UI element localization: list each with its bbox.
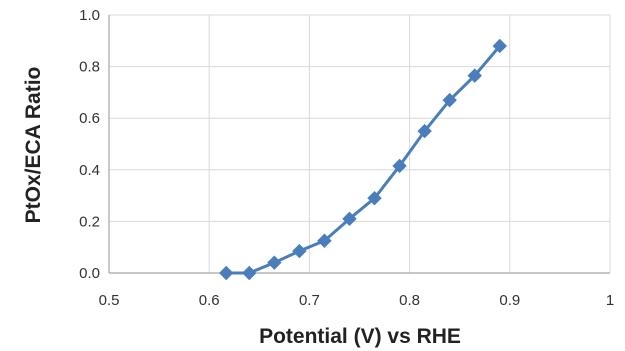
data-point-marker <box>292 243 307 259</box>
data-point-marker <box>467 68 482 83</box>
y-tick-label: 0.8 <box>79 59 100 76</box>
data-point-marker <box>317 233 332 248</box>
data-point-marker <box>219 265 234 281</box>
data-point-marker <box>442 92 457 108</box>
data-point-marker <box>242 265 257 281</box>
y-axis-title: PtOx/ECA Ratio <box>22 67 45 224</box>
data-point-marker <box>417 123 432 139</box>
data-point-marker <box>342 211 357 227</box>
x-tick-label: 0.8 <box>399 292 420 309</box>
axes <box>108 15 610 274</box>
data-point-marker <box>267 255 282 270</box>
y-tick-label: 0.6 <box>79 110 100 127</box>
tick-labels: 0.5 0.6 0.7 0.8 0.9 1 0.0 0.2 0.4 0.6 0.8 1.0 <box>79 7 614 309</box>
data-point-marker <box>392 158 407 174</box>
x-axis-title: Potential (V) vs RHE <box>259 325 461 348</box>
y-tick-label: 0.0 <box>79 265 100 282</box>
data-point-marker <box>492 38 507 54</box>
series-group <box>219 38 507 281</box>
x-tick-label: 0.5 <box>99 292 120 309</box>
x-tick-label: 0.7 <box>299 292 320 309</box>
x-tick-label: 0.9 <box>499 292 520 309</box>
y-tick-label: 0.2 <box>79 213 100 230</box>
series-line <box>226 44 501 275</box>
y-tick-label: 0.4 <box>79 162 100 179</box>
x-tick-label: 1 <box>606 292 614 309</box>
grid-lines <box>108 14 611 274</box>
y-tick-label: 1.0 <box>79 7 100 24</box>
data-point-marker <box>367 190 382 206</box>
x-tick-label: 0.6 <box>199 292 220 309</box>
